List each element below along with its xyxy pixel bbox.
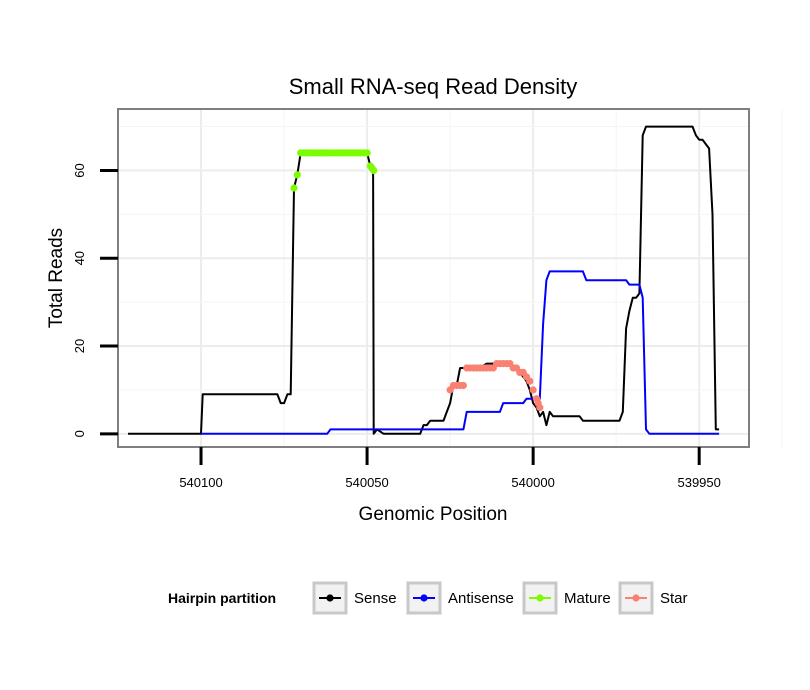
legend-label-sense: Sense — [354, 590, 397, 607]
legend-dot-mature — [536, 594, 544, 602]
y-tick-label: 20 — [72, 339, 87, 353]
y-tick-label: 40 — [72, 251, 87, 265]
series-points-star — [446, 360, 544, 412]
y-axis-label: Total Reads — [46, 228, 67, 328]
x-tick-label: 540100 — [179, 475, 222, 490]
chart-title: Small RNA-seq Read Density — [289, 74, 578, 99]
y-tick-label: 0 — [72, 430, 87, 437]
legend-entries: Sense Antisense Mature Star — [312, 581, 688, 615]
legend-label-star: Star — [660, 590, 688, 607]
data-point-star — [526, 377, 534, 385]
legend-title: Hairpin partition — [168, 590, 276, 606]
series-line-antisense — [201, 270, 720, 435]
y-tick-label: 60 — [72, 163, 87, 177]
data-point-star — [529, 386, 537, 394]
plot-area — [117, 108, 783, 448]
legend-item-mature: Mature — [522, 581, 611, 615]
data-point-mature — [290, 184, 298, 192]
plot-background — [118, 109, 749, 447]
data-point-mature — [363, 149, 371, 157]
legend-label-antisense: Antisense — [448, 590, 514, 607]
x-axis-label: Genomic Position — [359, 504, 508, 525]
series-points-mature — [290, 149, 378, 192]
x-tick-label: 540050 — [345, 475, 388, 490]
legend-dot-antisense — [420, 594, 428, 602]
data-point-star — [536, 403, 544, 412]
y-axis: 0 20 40 60 — [72, 163, 118, 437]
legend-dot-sense — [326, 594, 334, 602]
data-point-mature — [370, 166, 378, 175]
legend-item-star: Star — [618, 581, 688, 615]
x-tick-label: 539950 — [677, 475, 720, 490]
grid — [117, 109, 783, 447]
series-layer — [128, 125, 720, 435]
data-point-mature — [293, 171, 301, 179]
plot-border — [117, 108, 750, 448]
legend: Hairpin partition Sense Antisense Mature St… — [168, 581, 688, 615]
legend-label-mature: Mature — [564, 590, 611, 607]
legend-item-sense: Sense — [312, 581, 397, 615]
legend-item-antisense: Antisense — [406, 581, 514, 615]
data-point-star — [459, 381, 467, 390]
x-axis: 540100 540050 540000 539950 — [179, 447, 721, 490]
legend-dot-star — [632, 594, 640, 602]
x-tick-label: 540000 — [511, 475, 554, 490]
